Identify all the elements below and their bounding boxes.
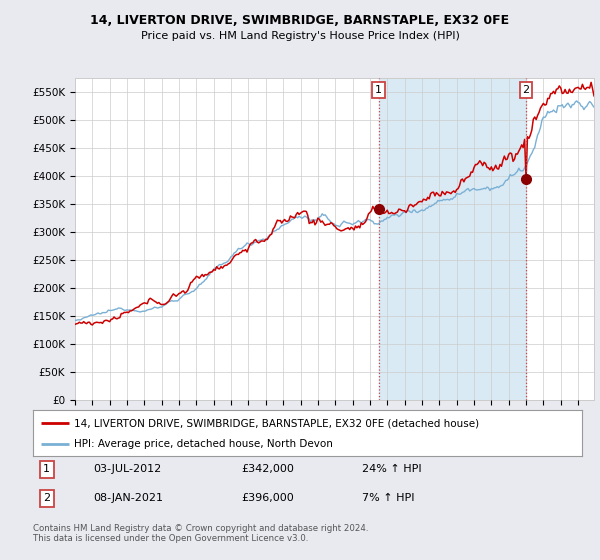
Text: £396,000: £396,000 [242, 493, 295, 503]
Text: 1: 1 [375, 85, 382, 95]
Text: 24% ↑ HPI: 24% ↑ HPI [362, 464, 422, 474]
Text: 14, LIVERTON DRIVE, SWIMBRIDGE, BARNSTAPLE, EX32 0FE (detached house): 14, LIVERTON DRIVE, SWIMBRIDGE, BARNSTAP… [74, 418, 479, 428]
Bar [379, 78, 526, 400]
Text: 2: 2 [43, 493, 50, 503]
Text: 14, LIVERTON DRIVE, SWIMBRIDGE, BARNSTAPLE, EX32 0FE: 14, LIVERTON DRIVE, SWIMBRIDGE, BARNSTAP… [91, 14, 509, 27]
Text: 7% ↑ HPI: 7% ↑ HPI [362, 493, 415, 503]
Text: 2: 2 [523, 85, 530, 95]
Text: £342,000: £342,000 [242, 464, 295, 474]
Text: HPI: Average price, detached house, North Devon: HPI: Average price, detached house, Nort… [74, 438, 333, 449]
Text: Contains HM Land Registry data © Crown copyright and database right 2024.
This d: Contains HM Land Registry data © Crown c… [33, 524, 368, 543]
Text: 03-JUL-2012: 03-JUL-2012 [94, 464, 161, 474]
Text: Price paid vs. HM Land Registry's House Price Index (HPI): Price paid vs. HM Land Registry's House … [140, 31, 460, 41]
Text: 1: 1 [43, 464, 50, 474]
Text: 08-JAN-2021: 08-JAN-2021 [94, 493, 163, 503]
